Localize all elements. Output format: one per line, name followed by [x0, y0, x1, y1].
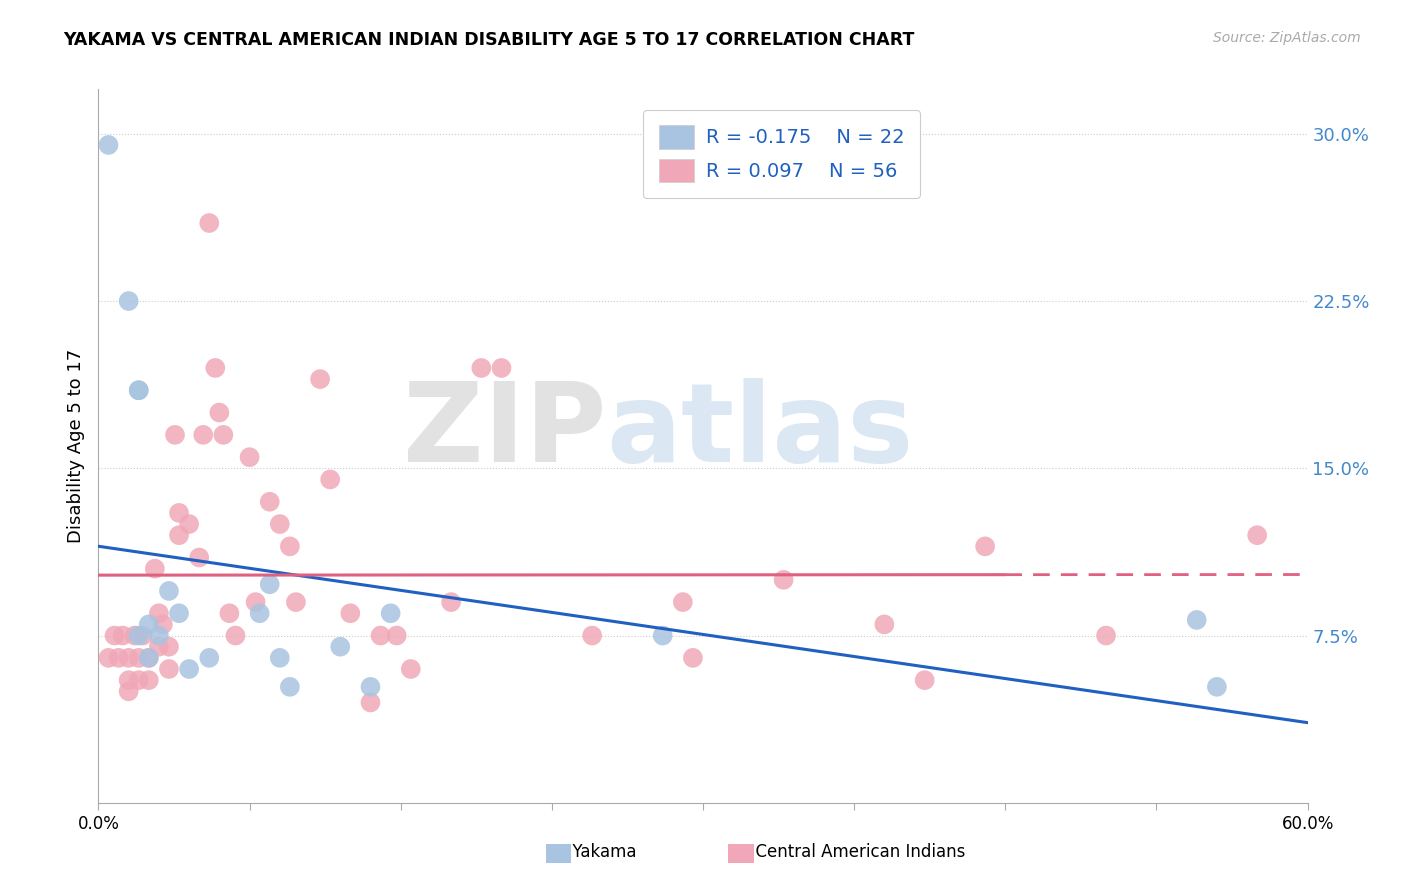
Point	[1185, 613, 1208, 627]
Point	[224, 628, 246, 642]
Text: Yakama: Yakama	[562, 843, 637, 861]
Point	[440, 595, 463, 609]
Point	[914, 673, 936, 687]
Text: Central American Indians: Central American Indians	[745, 843, 966, 861]
Point	[157, 640, 180, 654]
Point	[138, 651, 160, 665]
Point	[974, 539, 997, 553]
Point	[148, 640, 170, 654]
Text: YAKAMA VS CENTRAL AMERICAN INDIAN DISABILITY AGE 5 TO 17 CORRELATION CHART: YAKAMA VS CENTRAL AMERICAN INDIAN DISABI…	[63, 31, 915, 49]
Point	[138, 617, 160, 632]
Point	[319, 473, 342, 487]
Point	[239, 450, 262, 464]
Text: ZIP: ZIP	[404, 378, 606, 485]
Point	[128, 651, 150, 665]
Point	[370, 628, 392, 642]
Point	[278, 539, 301, 553]
Point	[111, 628, 134, 642]
Point	[269, 651, 291, 665]
Point	[339, 607, 361, 621]
Point	[309, 372, 332, 386]
Point	[380, 607, 402, 621]
Point	[118, 293, 141, 308]
Point	[179, 662, 201, 676]
Point	[124, 628, 146, 642]
Point	[167, 506, 190, 520]
Point	[249, 607, 271, 621]
Point	[278, 680, 301, 694]
Point	[360, 680, 382, 694]
Point	[148, 607, 170, 621]
Point	[118, 651, 141, 665]
Point	[138, 651, 160, 665]
Point	[204, 360, 226, 375]
Point	[581, 628, 603, 642]
Point	[157, 583, 180, 598]
Point	[157, 662, 180, 676]
Point	[198, 651, 221, 665]
Point	[218, 607, 240, 621]
Point	[107, 651, 129, 665]
Point	[245, 595, 267, 609]
Point	[143, 562, 166, 576]
Point	[385, 628, 408, 642]
Text: atlas: atlas	[606, 378, 914, 485]
Point	[269, 516, 291, 531]
Point	[772, 573, 794, 587]
Point	[651, 628, 673, 642]
Point	[1206, 680, 1229, 694]
Legend: R = -0.175    N = 22, R = 0.097    N = 56: R = -0.175 N = 22, R = 0.097 N = 56	[644, 110, 920, 198]
Text: Source: ZipAtlas.com: Source: ZipAtlas.com	[1213, 31, 1361, 45]
Point	[259, 494, 281, 508]
Point	[491, 360, 513, 375]
Point	[163, 427, 186, 442]
Point	[103, 628, 125, 642]
Point	[128, 384, 150, 398]
Point	[1095, 628, 1118, 642]
Y-axis label: Disability Age 5 to 17: Disability Age 5 to 17	[66, 349, 84, 543]
Point	[128, 628, 150, 642]
Point	[179, 516, 201, 531]
Point	[152, 617, 174, 632]
Point	[360, 696, 382, 710]
Point	[138, 673, 160, 687]
Point	[873, 617, 896, 632]
Point	[198, 216, 221, 230]
Point	[97, 651, 120, 665]
Point	[329, 640, 352, 654]
Point	[284, 595, 307, 609]
Point	[682, 651, 704, 665]
Point	[672, 595, 695, 609]
Point	[132, 628, 155, 642]
Point	[188, 550, 211, 565]
Point	[399, 662, 422, 676]
Point	[118, 684, 141, 698]
Point	[208, 405, 231, 419]
Point	[167, 528, 190, 542]
Point	[259, 577, 281, 591]
Point	[97, 137, 120, 152]
Point	[193, 427, 215, 442]
Point	[128, 384, 150, 398]
Point	[470, 360, 492, 375]
Point	[212, 427, 235, 442]
Point	[167, 607, 190, 621]
Point	[118, 673, 141, 687]
Point	[1246, 528, 1268, 542]
Point	[148, 628, 170, 642]
Point	[128, 673, 150, 687]
